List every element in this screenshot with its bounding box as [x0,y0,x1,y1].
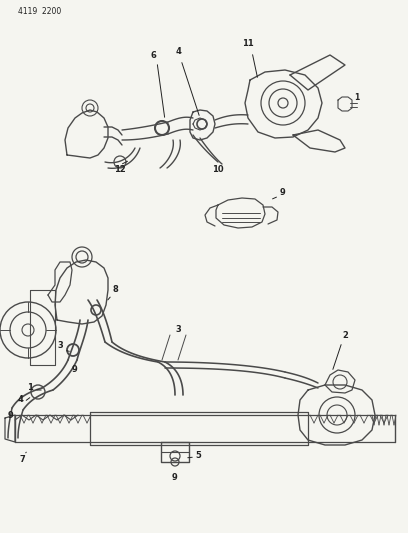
Text: 11: 11 [242,38,254,47]
Text: 9: 9 [72,366,78,375]
Text: 9: 9 [172,473,178,482]
Text: 1: 1 [27,384,33,392]
Text: 7: 7 [19,456,25,464]
Text: 9: 9 [7,411,13,421]
Text: 5: 5 [195,450,201,459]
Text: 8: 8 [112,286,118,295]
Text: 4: 4 [17,395,23,405]
Text: 9: 9 [279,188,285,197]
Text: 4119  2200: 4119 2200 [18,7,61,17]
Text: 3: 3 [57,341,63,350]
Text: 6: 6 [150,51,156,60]
Text: 4: 4 [175,47,181,56]
Text: 12: 12 [114,166,126,174]
Text: 10: 10 [212,166,224,174]
Text: 1: 1 [355,93,359,101]
Text: 3: 3 [175,326,181,335]
Text: 2: 2 [342,330,348,340]
